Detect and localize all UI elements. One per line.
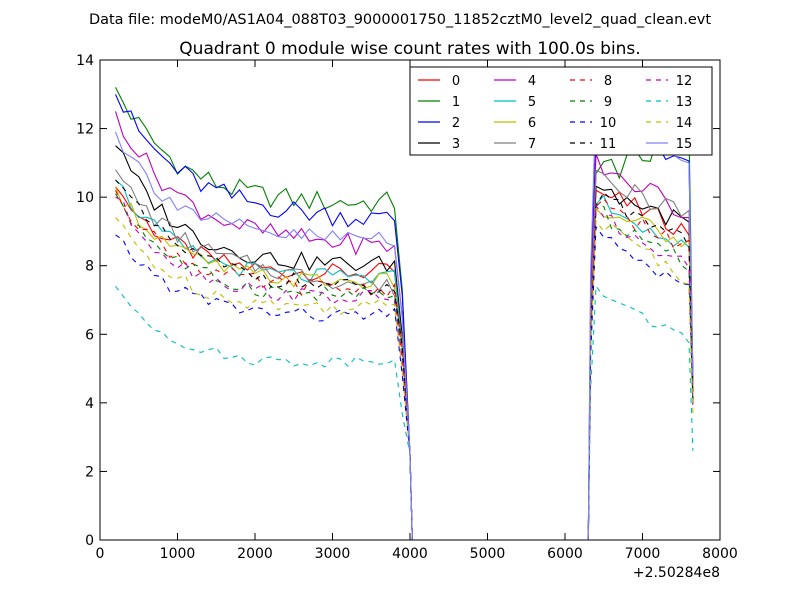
series-line-10 — [115, 225, 694, 541]
legend-label: 13 — [676, 95, 693, 110]
series-line-9 — [115, 193, 694, 541]
series-line-12 — [115, 196, 694, 541]
legend-label: 6 — [528, 116, 536, 131]
legend-label: 3 — [452, 137, 460, 152]
y-tick-label: 8 — [85, 259, 94, 275]
legend-label: 14 — [676, 116, 693, 131]
x-tick-label: 5000 — [470, 546, 506, 562]
y-tick-label: 4 — [85, 396, 94, 412]
legend-label: 9 — [604, 95, 612, 110]
x-tick-label: 4000 — [392, 546, 428, 562]
series-line-1 — [115, 87, 694, 541]
suptitle: Data file: modeM0/AS1A04_088T03_90000017… — [89, 12, 711, 28]
legend-label: 10 — [600, 116, 617, 131]
legend-box — [409, 66, 713, 156]
y-tick-label: 10 — [76, 190, 94, 206]
chart-title: Quadrant 0 module wise count rates with … — [179, 39, 640, 59]
y-tick-label: 12 — [76, 122, 94, 138]
legend-label: 11 — [600, 137, 617, 152]
axis-ticks: 0 1000 2000 3000 4000 5000 6000 7000 80000246810… — [76, 53, 738, 562]
series-line-15 — [114, 95, 694, 541]
legend-label: 0 — [452, 74, 460, 89]
x-tick-label: 6000 — [547, 546, 583, 562]
legend-label: 1 — [452, 95, 460, 110]
series-line-4 — [114, 111, 694, 541]
legend-label: 15 — [676, 137, 693, 152]
legend-label: 4 — [528, 74, 536, 89]
y-tick-label: 0 — [85, 533, 94, 549]
x-tick-label: 0 — [96, 546, 105, 562]
plot-area: 0 1000 2000 3000 4000 5000 6000 7000 80000246810… — [76, 53, 738, 581]
series-line-14 — [115, 217, 694, 541]
x-tick-label: 7000 — [625, 546, 661, 562]
legend-label: 12 — [676, 74, 693, 89]
x-tick-label: 3000 — [315, 546, 351, 562]
series-line-11 — [115, 179, 694, 541]
legend-label: 2 — [452, 116, 460, 131]
series-line-8 — [115, 190, 694, 541]
series-line-7 — [115, 169, 694, 541]
y-tick-label: 2 — [85, 464, 94, 480]
legend-label: 5 — [528, 95, 536, 110]
x-tick-label: 2000 — [237, 546, 273, 562]
x-tick-label: 1000 — [160, 546, 196, 562]
legend-label: 7 — [528, 137, 536, 152]
series-line-0 — [115, 186, 694, 541]
x-offset-label: +2.50284e8 — [633, 565, 720, 581]
series-line-3 — [115, 145, 694, 541]
y-tick-label: 6 — [85, 327, 94, 343]
x-tick-label: 8000 — [702, 546, 738, 562]
legend-label: 8 — [604, 74, 612, 89]
y-tick-label: 14 — [76, 53, 94, 69]
